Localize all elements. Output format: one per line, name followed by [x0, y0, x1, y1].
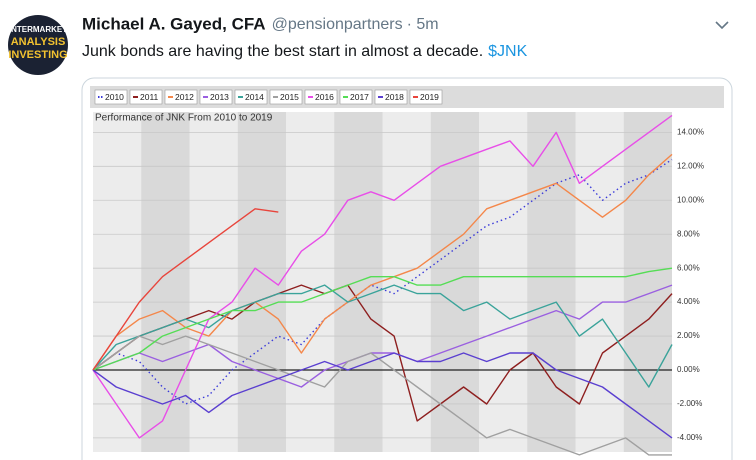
- y-tick-label: 2.00%: [677, 331, 700, 340]
- timestamp[interactable]: · 5m: [407, 16, 439, 33]
- author-name[interactable]: Michael A. Gayed, CFA: [82, 14, 266, 33]
- y-tick-label: 8.00%: [677, 229, 700, 238]
- month-band: [141, 112, 190, 452]
- avatar[interactable]: [8, 15, 68, 75]
- y-tick-label: 0.00%: [677, 365, 700, 374]
- series-line: [92, 284, 673, 388]
- month-band: [430, 112, 479, 452]
- y-tick-label: -4.00%: [677, 433, 702, 442]
- legend-label: 2017: [350, 92, 369, 102]
- legend-label: 2018: [385, 92, 404, 102]
- author-handle[interactable]: @pensionpartners: [272, 16, 403, 33]
- legend-label: 2011: [140, 92, 159, 102]
- legend-label: 2013: [210, 92, 229, 102]
- legend-label: 2016: [315, 92, 334, 102]
- legend-item: [94, 89, 128, 105]
- legend-label: 2012: [175, 92, 194, 102]
- legend-label: 2015: [280, 92, 299, 102]
- y-tick-label: 4.00%: [677, 297, 700, 306]
- y-tick-label: 12.00%: [677, 161, 704, 170]
- series-line: [92, 267, 673, 371]
- legend-label: 2014: [245, 92, 264, 102]
- avatar-text: INTERMARKET: [9, 25, 67, 34]
- series-line: [92, 335, 672, 456]
- avatar-text: INVESTING: [8, 49, 67, 61]
- legend-item: [409, 89, 443, 105]
- legend-item: [374, 89, 408, 105]
- menu-caret[interactable]: [715, 21, 729, 30]
- legend-label: 2019: [420, 92, 439, 102]
- series-line: [92, 208, 279, 371]
- series-line: [92, 114, 673, 439]
- series-line: [92, 352, 673, 439]
- tweet-text: Junk bonds are having the best start in …: [82, 43, 483, 60]
- cashtag-link[interactable]: $JNK: [488, 43, 527, 60]
- legend-label: 2010: [105, 92, 124, 102]
- y-tick-label: 6.00%: [677, 263, 700, 272]
- y-tick-label: -2.00%: [677, 399, 702, 408]
- series-line: [92, 284, 673, 388]
- legend-item: [164, 89, 198, 105]
- month-band: [623, 112, 672, 452]
- legend-item: [199, 89, 233, 105]
- legend-item: [269, 89, 303, 105]
- series-line: [92, 153, 673, 371]
- y-tick-label: 14.00%: [677, 127, 704, 136]
- series-line: [92, 284, 673, 422]
- legend-item: [304, 89, 338, 105]
- avatar-text: ANALYSIS: [11, 36, 66, 48]
- chart-title: Performance of JNK From 2010 to 2019: [95, 113, 273, 124]
- legend-item: [129, 89, 163, 105]
- y-tick-label: 10.00%: [677, 195, 704, 204]
- legend-item: [339, 89, 373, 105]
- legend-item: [234, 89, 268, 105]
- month-band: [334, 112, 383, 452]
